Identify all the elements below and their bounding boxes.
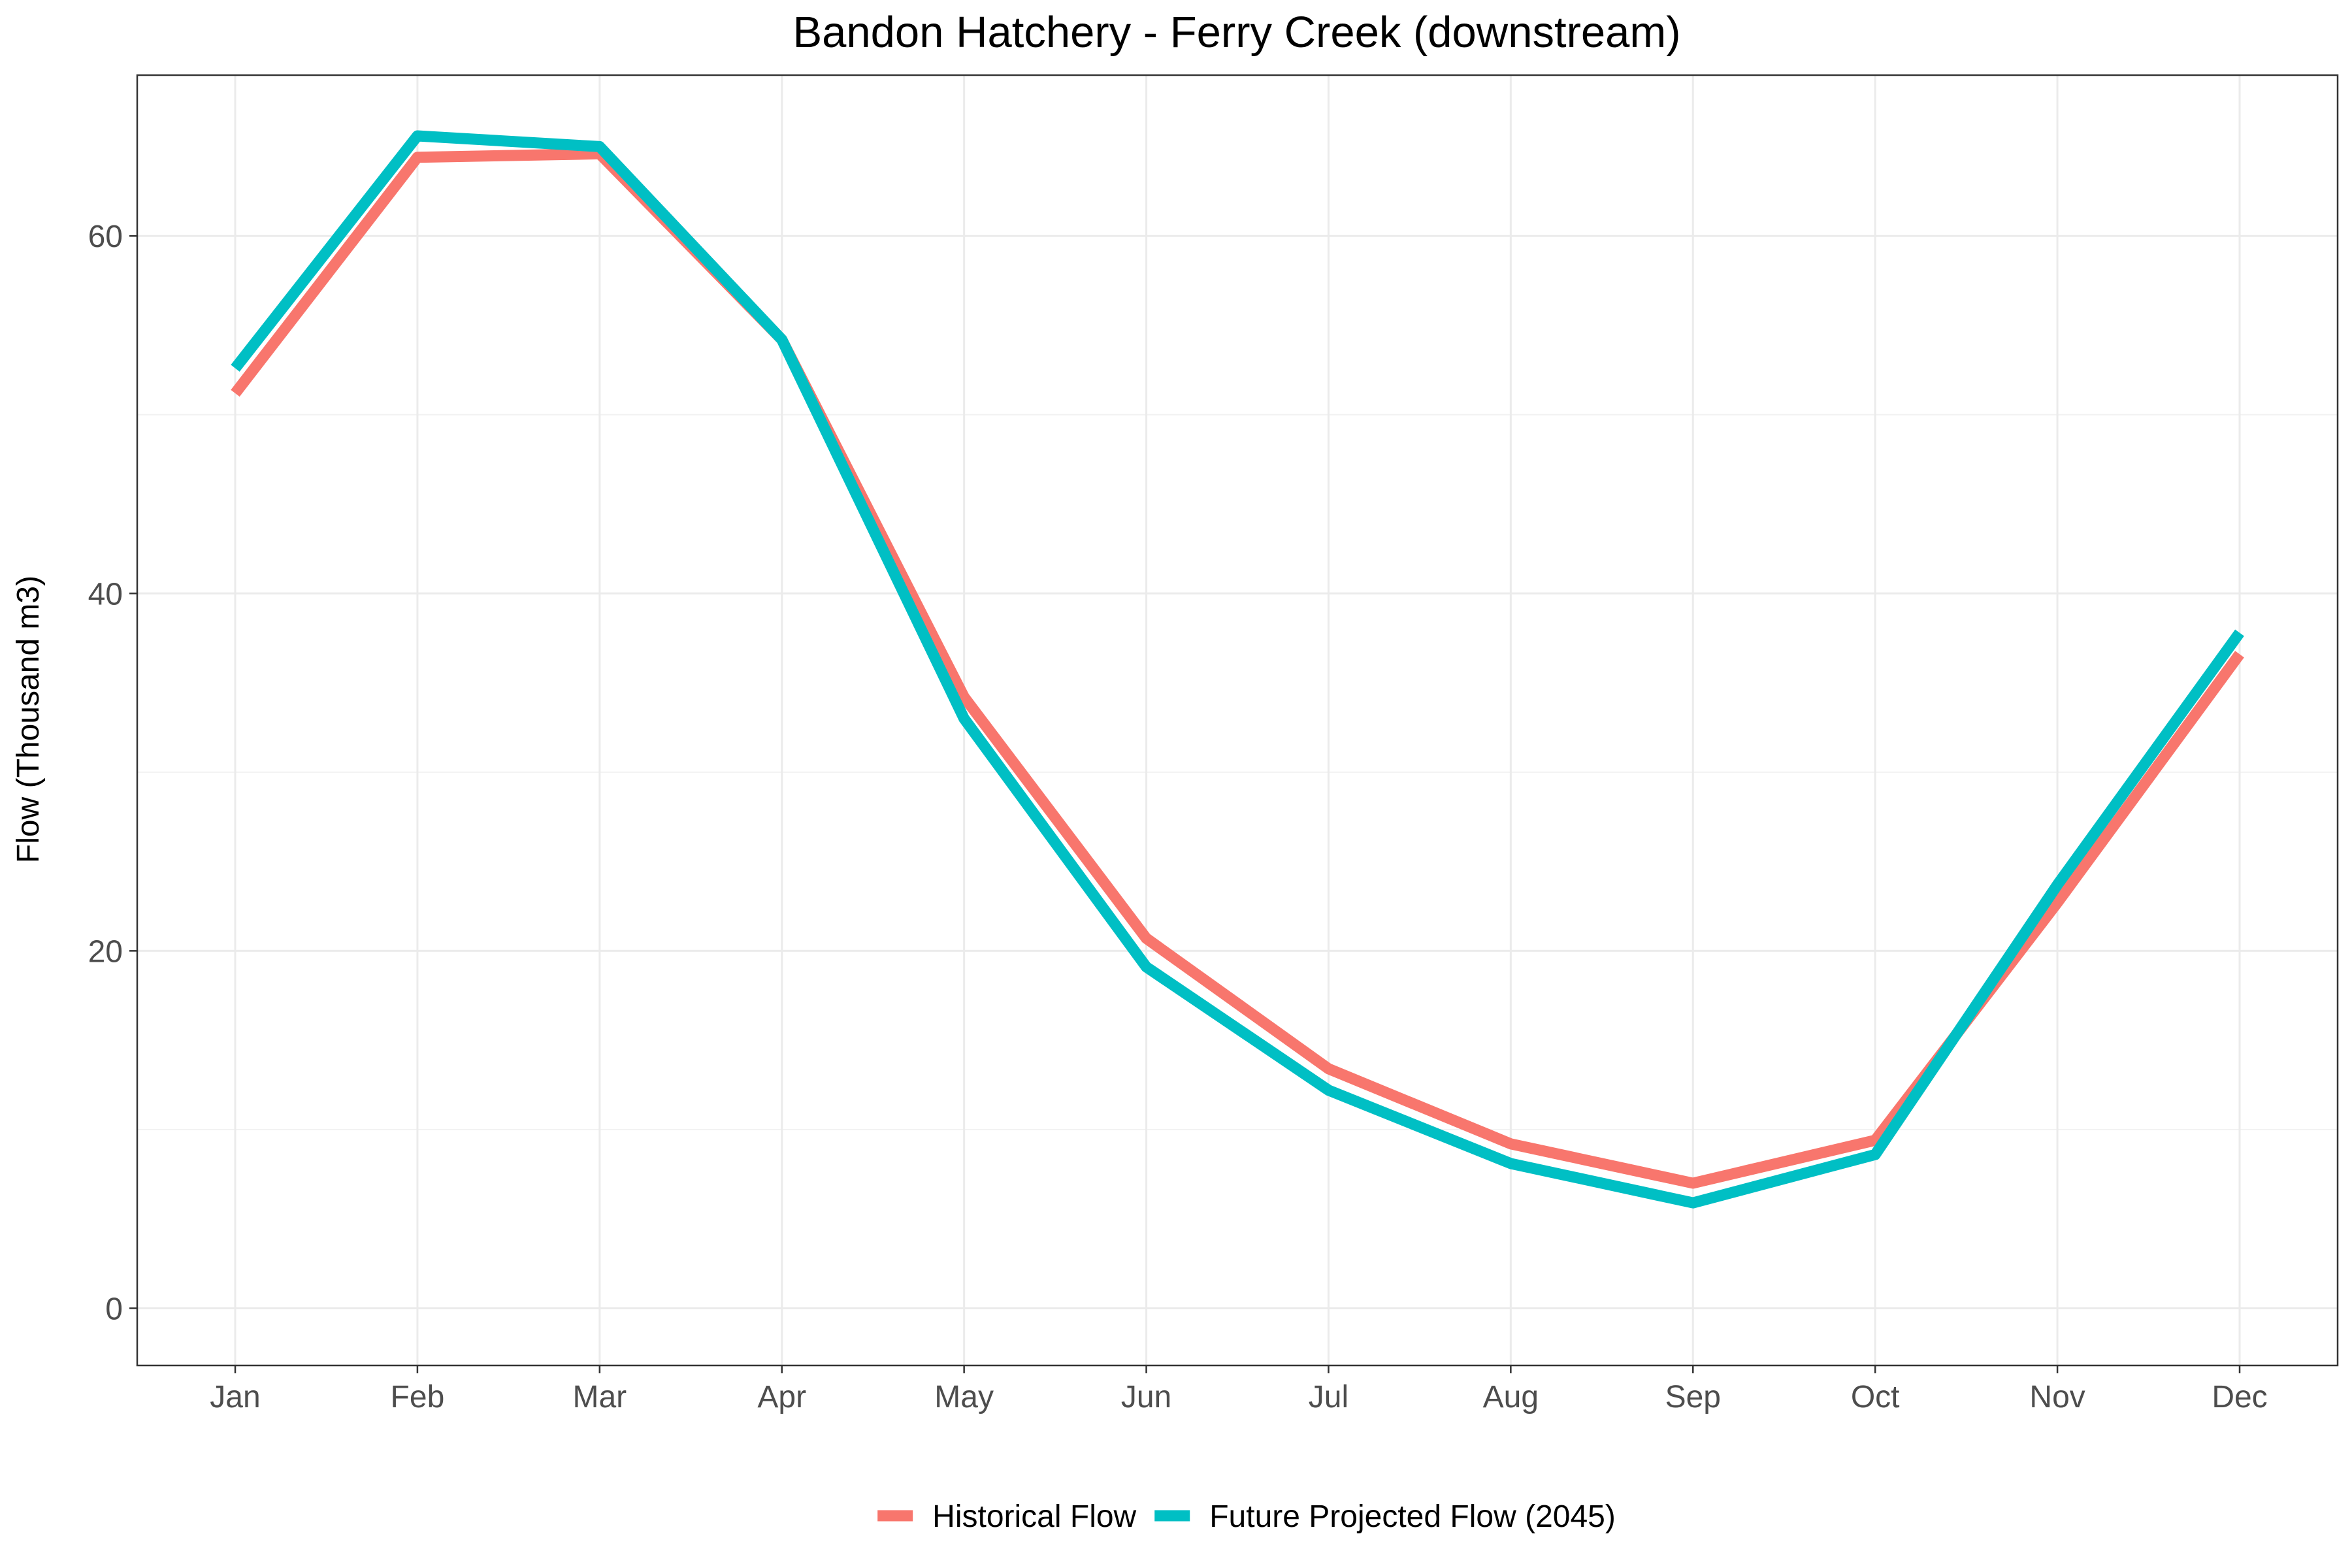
legend-label: Future Projected Flow (2045) — [1209, 1499, 1616, 1534]
x-tick-label: Feb — [391, 1380, 445, 1414]
plot-panel-border — [136, 74, 2339, 1367]
series-line — [231, 130, 2244, 1209]
x-tick-label: Jan — [210, 1380, 260, 1414]
x-tick-label: Jul — [1309, 1380, 1348, 1414]
series-lines — [231, 130, 2244, 1209]
legend-item-2: Future Projected Flow (2045) — [1154, 1499, 1616, 1534]
y-tick-label: 60 — [88, 220, 123, 254]
x-tick-label: Oct — [1851, 1380, 1900, 1414]
x-tick-label: Aug — [1483, 1380, 1539, 1414]
x-tick-label: May — [934, 1380, 994, 1414]
y-tick-label: 20 — [88, 934, 123, 969]
x-tick-label: Jun — [1121, 1380, 1171, 1414]
x-tick-label: Sep — [1665, 1380, 1721, 1414]
grid — [137, 75, 2338, 1365]
x-tick-label: Apr — [757, 1380, 806, 1414]
legend-label: Historical Flow — [932, 1499, 1136, 1534]
axes: Jan Feb Mar Apr May Jun Jul Aug Sep Oct Nov Dec 0 20 4… — [88, 220, 2268, 1414]
series-2 — [231, 130, 2244, 1209]
chart-title: Bandon Hatchery - Ferry Creek (downstrea… — [792, 8, 1680, 57]
x-tick-label: Mar — [572, 1380, 627, 1414]
y-tick-label: 0 — [105, 1292, 123, 1326]
y-axis-title: Flow (Thousand m3) — [11, 576, 46, 863]
x-tick-label: Dec — [2212, 1380, 2267, 1414]
x-tick-label: Nov — [2029, 1380, 2085, 1414]
legend-item-1: Historical Flow — [877, 1499, 1137, 1534]
y-tick-label: 40 — [88, 577, 123, 612]
legend: Historical Flow Future Projected Flow (20… — [877, 1499, 1616, 1534]
